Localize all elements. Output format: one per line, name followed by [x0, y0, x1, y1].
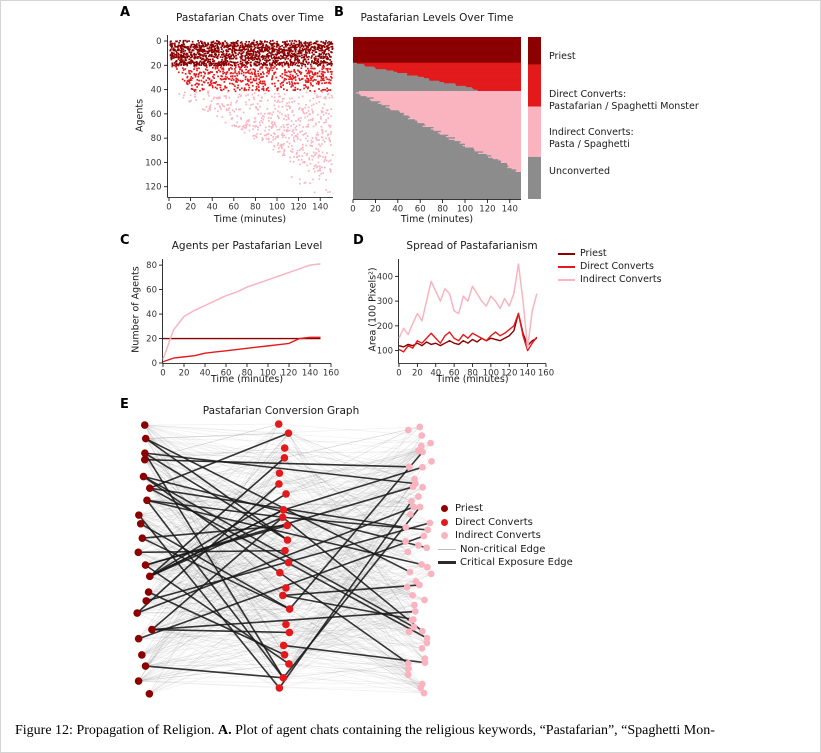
noncritical-edge-swatch	[438, 548, 456, 550]
graph-legend-label-noncritical: Non-critical Edge	[460, 543, 546, 555]
panel-a-xlabel: Time (minutes)	[213, 214, 287, 225]
panel-d-title: Spread of Pastafarianism	[406, 240, 538, 252]
panel-a-title: Pastafarian Chats over Time	[176, 12, 324, 24]
graph-legend-label-critical: Critical Exposure Edge	[460, 557, 573, 569]
direct-converts-line-swatch	[558, 265, 575, 268]
spread-legend-label-direct: Direct Converts	[580, 261, 654, 272]
levels-legend-label-direct-line2: Pastafarian / Spaghetti Monster	[549, 100, 699, 112]
graph-legend-item-critical: Critical Exposure Edge	[438, 556, 573, 570]
panel-b-label: B	[334, 5, 344, 20]
spread-legend: Priest Direct Converts Indirect Converts	[558, 247, 662, 286]
spread-legend-label-indirect: Indirect Converts	[580, 274, 662, 285]
levels-legend-label-indirect: Indirect Converts: Pasta / Spaghetti	[549, 127, 634, 150]
panel-a-ylabel: Agents	[134, 98, 146, 133]
panel-b-xlabel: Time (minutes)	[400, 214, 474, 225]
indirect-converts-dot-swatch	[441, 532, 448, 540]
panel-d-label: D	[353, 233, 364, 248]
caption-panel-marker: A.	[218, 723, 232, 738]
spread-legend-item-indirect: Indirect Converts	[558, 273, 662, 286]
levels-legend-label-priest: Priest	[549, 51, 576, 62]
figure-caption: Figure 12: Propagation of Religion. A. P…	[15, 723, 811, 739]
panel-d-xlabel: Time (minutes)	[436, 374, 509, 385]
panel-a-label: A	[120, 5, 131, 20]
panel-c-ylabel: Number of Agents	[130, 266, 142, 353]
graph-legend-label-priest: Priest	[455, 503, 484, 515]
graph-legend-label-direct: Direct Converts	[455, 516, 533, 528]
spread-legend-item-priest: Priest	[558, 247, 662, 260]
graph-legend-item-direct: Direct Converts	[438, 516, 573, 530]
levels-legend-label-direct-line1: Direct Converts:	[549, 89, 627, 100]
conversion-graph-legend: Priest Direct Converts Indirect Converts…	[438, 502, 573, 570]
priest-dot-swatch	[441, 505, 448, 513]
graph-legend-item-indirect: Indirect Converts	[438, 529, 573, 543]
graph-legend-label-indirect: Indirect Converts	[455, 530, 541, 542]
panel-c-label: C	[120, 233, 130, 248]
levels-legend-label-indirect-line2: Pasta / Spaghetti	[549, 138, 630, 150]
graph-legend-item-noncritical: Non-critical Edge	[438, 543, 573, 557]
levels-legend-label-direct: Direct Converts: Pastafarian / Spaghetti…	[549, 89, 699, 112]
spread-legend-item-direct: Direct Converts	[558, 260, 662, 273]
levels-legend-label-unconverted: Unconverted	[549, 166, 611, 177]
spread-legend-label-priest: Priest	[580, 248, 607, 259]
indirect-converts-line-swatch	[558, 278, 575, 281]
panel-e-label: E	[120, 397, 129, 412]
critical-edge-swatch	[438, 561, 456, 565]
panel-d-ylabel: Area (100 Pixels²)	[367, 267, 379, 352]
panel-c-xlabel: Time (minutes)	[210, 374, 284, 385]
panel-c-title: Agents per Pastafarian Level	[171, 240, 323, 252]
graph-legend-item-priest: Priest	[438, 502, 573, 516]
caption-body-before: Propagation of Religion.	[76, 723, 218, 738]
priest-line-swatch	[558, 252, 575, 255]
caption-figure-number: Figure 12:	[15, 723, 77, 738]
panel-b-title: Pastafarian Levels Over Time	[360, 12, 514, 24]
levels-legend-label-indirect-line1: Indirect Converts:	[549, 127, 634, 138]
panel-e-title: Pastafarian Conversion Graph	[202, 405, 360, 417]
direct-converts-dot-swatch	[441, 518, 448, 526]
caption-body-after: Plot of agent chats containing the relig…	[231, 723, 715, 738]
